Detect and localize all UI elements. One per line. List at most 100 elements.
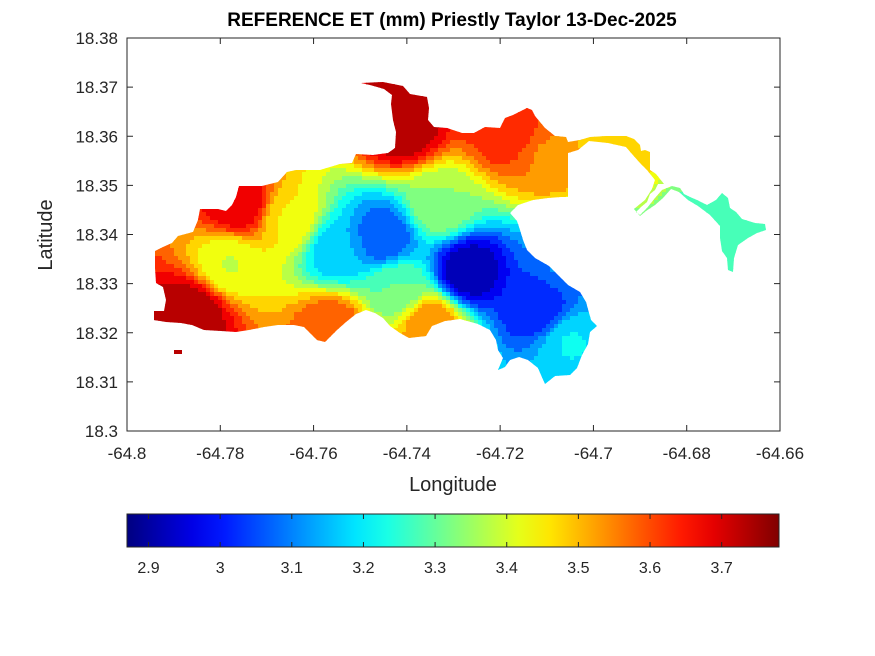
heatmap-cell — [486, 156, 491, 161]
heatmap-cell — [322, 204, 327, 209]
heatmap-cell — [450, 140, 455, 145]
heatmap-cell — [698, 204, 703, 209]
heatmap-cell — [402, 152, 407, 157]
heatmap-cell — [542, 168, 547, 173]
heatmap-cell — [322, 200, 327, 205]
heatmap-cell — [414, 172, 419, 177]
heatmap-cell — [558, 148, 563, 153]
heatmap-cell — [402, 136, 407, 141]
heatmap-cell — [414, 164, 419, 169]
heatmap-cell — [398, 168, 403, 173]
heatmap-cell — [546, 156, 551, 161]
heatmap-cell — [266, 208, 271, 213]
heatmap-cell — [506, 168, 511, 173]
heatmap-cell — [370, 176, 375, 181]
heatmap-cell — [522, 176, 527, 181]
heatmap-cell — [394, 148, 399, 153]
heatmap-cell — [638, 152, 643, 157]
heatmap-cell — [354, 164, 359, 169]
heatmap-cell — [450, 196, 455, 201]
heatmap-cell — [346, 196, 351, 201]
heatmap-cell — [386, 164, 391, 169]
heatmap-cell — [442, 152, 447, 157]
heatmap-cell — [342, 168, 347, 173]
heatmap-cell — [422, 128, 427, 133]
heatmap-cell — [346, 164, 351, 169]
heatmap-cell — [298, 176, 303, 181]
heatmap-cell — [522, 152, 527, 157]
heatmap-cell — [526, 188, 531, 193]
heatmap-cell — [286, 188, 291, 193]
heatmap-cell — [422, 116, 427, 121]
heatmap-cell — [526, 140, 531, 145]
heatmap-cell — [390, 92, 395, 97]
heatmap-cell — [454, 200, 459, 205]
heatmap-cell — [506, 128, 511, 133]
heatmap-cell — [322, 180, 327, 185]
heatmap-cell — [442, 180, 447, 185]
heatmap-cell — [494, 140, 499, 145]
heatmap-cell — [414, 184, 419, 189]
heatmap-cell — [258, 204, 263, 209]
heatmap-cell — [490, 136, 495, 141]
heatmap-cell — [442, 164, 447, 169]
heatmap-cell — [534, 136, 539, 141]
heatmap-cell — [490, 140, 495, 145]
heatmap-cell — [450, 192, 455, 197]
heatmap-cell — [402, 144, 407, 149]
heatmap-cell — [518, 116, 523, 121]
heatmap-cell — [294, 188, 299, 193]
heatmap-cell — [450, 144, 455, 149]
heatmap-cell — [642, 200, 647, 205]
heatmap-cell — [430, 132, 435, 137]
heatmap-cell — [466, 148, 471, 153]
heatmap-cell — [434, 200, 439, 205]
heatmap-cell — [370, 164, 375, 169]
heatmap-cell — [394, 92, 399, 97]
heatmap-cell — [438, 172, 443, 177]
heatmap-cell — [402, 100, 407, 105]
heatmap-cell — [522, 192, 527, 197]
heatmap-cell — [302, 192, 307, 197]
heatmap-cell — [438, 188, 443, 193]
heatmap-cell — [538, 192, 543, 197]
heatmap-cell — [266, 192, 271, 197]
heatmap-cell — [402, 176, 407, 181]
heatmap-cell — [454, 184, 459, 189]
heatmap-cell — [558, 184, 563, 189]
heatmap-cell — [394, 108, 399, 113]
heatmap-cell — [422, 112, 427, 117]
heatmap-cell — [478, 160, 483, 165]
heatmap-cell — [446, 164, 451, 169]
heatmap-cell — [334, 176, 339, 181]
heatmap-cell — [450, 168, 455, 173]
heatmap-cell — [386, 172, 391, 177]
heatmap-cell — [538, 132, 543, 137]
heatmap-cell — [486, 196, 491, 201]
heatmap-cell — [342, 176, 347, 181]
heatmap-cell — [466, 144, 471, 149]
heatmap-cell — [422, 184, 427, 189]
heatmap-cell — [514, 116, 519, 121]
heatmap-cell — [426, 144, 431, 149]
heatmap-cell — [246, 200, 251, 205]
heatmap-cell — [422, 104, 427, 109]
heatmap-cell — [298, 184, 303, 189]
heatmap-cell — [458, 164, 463, 169]
heatmap-cell — [326, 184, 331, 189]
heatmap-cell — [450, 136, 455, 141]
heatmap-cell — [522, 144, 527, 149]
heatmap-cell — [526, 128, 531, 133]
heatmap-cell — [378, 82, 383, 85]
heatmap-cell — [506, 160, 511, 165]
heatmap-cell — [434, 176, 439, 181]
heatmap-cell — [474, 188, 479, 193]
heatmap-cell — [510, 128, 515, 133]
heatmap-cell — [506, 124, 511, 129]
heatmap-cell — [462, 192, 467, 197]
heatmap-cell — [398, 92, 403, 97]
heatmap-cell — [398, 204, 403, 209]
heatmap-cell — [246, 208, 251, 213]
heatmap-cell — [478, 136, 483, 141]
heatmap-cell — [534, 160, 539, 165]
